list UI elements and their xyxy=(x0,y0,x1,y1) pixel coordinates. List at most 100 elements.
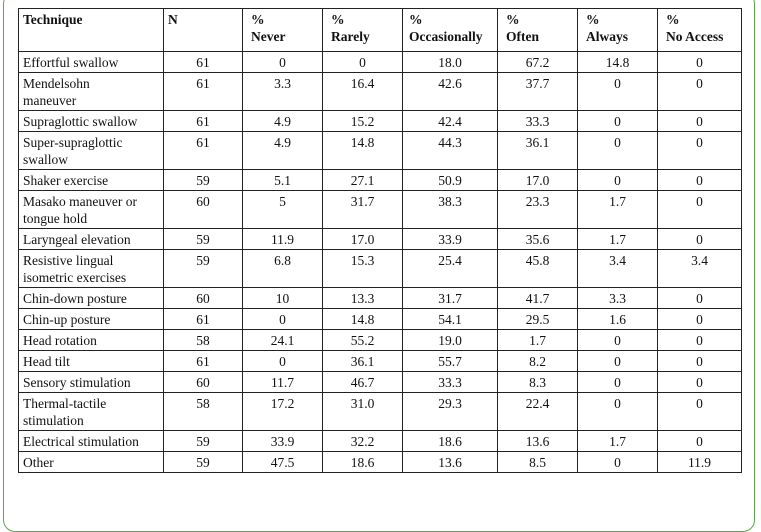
value-cell: 1.7 xyxy=(577,190,658,229)
technique-text: Head rotation xyxy=(23,333,97,348)
value-cell: 50.9 xyxy=(402,169,498,191)
header-text: % xyxy=(666,12,680,27)
value-cell: 60 xyxy=(163,190,243,229)
value-cell: 1.7 xyxy=(577,430,658,452)
value-cell: 35.6 xyxy=(497,228,578,250)
value-cell: 0 xyxy=(577,350,658,372)
column-header: % No Access xyxy=(657,8,742,52)
value-cell: 0 xyxy=(577,392,658,431)
technique-text: maneuver xyxy=(23,93,77,108)
table-row: Mendelsohn maneuver 61 3.3 16.4 42.6 37.7 0 0 xyxy=(18,72,742,111)
technique-cell: Shaker exercise xyxy=(18,169,164,191)
value-cell: 32.2 xyxy=(322,430,403,452)
header-text: % xyxy=(506,12,520,27)
header-text: Technique xyxy=(23,12,83,27)
value-cell: 17.0 xyxy=(322,228,403,250)
header-text: Never xyxy=(251,29,286,44)
value-cell: 11.9 xyxy=(657,451,742,473)
value-cell: 25.4 xyxy=(402,249,498,288)
technique-cell: Other xyxy=(18,451,164,473)
technique-cell: Sensory stimulation xyxy=(18,371,164,393)
value-cell: 17.0 xyxy=(497,169,578,191)
table-row: Laryngeal elevation 59 11.9 17.0 33.9 35.6 1.7… xyxy=(18,228,742,250)
value-cell: 5.1 xyxy=(242,169,323,191)
value-cell: 0 xyxy=(657,51,742,73)
value-cell: 44.3 xyxy=(402,131,498,170)
value-cell: 23.3 xyxy=(497,190,578,229)
technique-text: Electrical stimulation xyxy=(23,434,139,449)
value-cell: 55.7 xyxy=(402,350,498,372)
value-cell: 61 xyxy=(163,110,243,132)
value-cell: 31.7 xyxy=(402,287,498,309)
value-cell: 1.6 xyxy=(577,308,658,330)
value-cell: 18.6 xyxy=(322,451,403,473)
header-text: % xyxy=(251,12,265,27)
value-cell: 55.2 xyxy=(322,329,403,351)
column-header: % Often xyxy=(497,8,578,52)
value-cell: 0 xyxy=(577,72,658,111)
value-cell: 0 xyxy=(657,72,742,111)
value-cell: 59 xyxy=(163,169,243,191)
technique-text: Mendelsohn xyxy=(23,76,90,91)
column-header: Technique xyxy=(18,8,164,52)
value-cell: 33.9 xyxy=(402,228,498,250)
value-cell: 15.2 xyxy=(322,110,403,132)
technique-cell: Laryngeal elevation xyxy=(18,228,164,250)
technique-cell: Super-supraglottic swallow xyxy=(18,131,164,170)
value-cell: 0 xyxy=(657,371,742,393)
table-row: Sensory stimulation 60 11.7 46.7 33.3 8.3 0 0 xyxy=(18,371,742,393)
technique-text: Thermal-tactile xyxy=(23,396,107,411)
technique-cell: Resistive lingual isometric exercises xyxy=(18,249,164,288)
value-cell: 31.7 xyxy=(322,190,403,229)
header-text: Occasionally xyxy=(409,29,483,44)
technique-text: Supraglottic swallow xyxy=(23,114,138,129)
value-cell: 14.8 xyxy=(322,131,403,170)
value-cell: 59 xyxy=(163,451,243,473)
column-header: % Always xyxy=(577,8,658,52)
value-cell: 18.0 xyxy=(402,51,498,73)
value-cell: 13.6 xyxy=(497,430,578,452)
value-cell: 60 xyxy=(163,287,243,309)
technique-text: tongue hold xyxy=(23,211,88,226)
value-cell: 6.8 xyxy=(242,249,323,288)
value-cell: 45.8 xyxy=(497,249,578,288)
value-cell: 0 xyxy=(577,329,658,351)
header-text: % xyxy=(409,12,423,27)
technique-text: Chin-down posture xyxy=(23,291,127,306)
table-row: Effortful swallow 61 0 0 18.0 67.2 14.8 0 xyxy=(18,51,742,73)
value-cell: 61 xyxy=(163,72,243,111)
value-cell: 0 xyxy=(657,169,742,191)
technique-text: Effortful swallow xyxy=(23,55,119,70)
value-cell: 41.7 xyxy=(497,287,578,309)
technique-cell: Head tilt xyxy=(18,350,164,372)
value-cell: 46.7 xyxy=(322,371,403,393)
value-cell: 8.5 xyxy=(497,451,578,473)
value-cell: 61 xyxy=(163,308,243,330)
technique-text: Head tilt xyxy=(23,354,70,369)
value-cell: 37.7 xyxy=(497,72,578,111)
value-cell: 0 xyxy=(657,190,742,229)
value-cell: 3.4 xyxy=(577,249,658,288)
value-cell: 42.4 xyxy=(402,110,498,132)
value-cell: 13.6 xyxy=(402,451,498,473)
value-cell: 36.1 xyxy=(497,131,578,170)
value-cell: 18.6 xyxy=(402,430,498,452)
value-cell: 3.3 xyxy=(242,72,323,111)
value-cell: 22.4 xyxy=(497,392,578,431)
value-cell: 4.9 xyxy=(242,110,323,132)
value-cell: 14.8 xyxy=(577,51,658,73)
header-row: Technique N% Never% Rarely% Occasionally% Oft… xyxy=(18,8,742,52)
value-cell: 60 xyxy=(163,371,243,393)
technique-text: Other xyxy=(23,455,54,470)
table-row: Shaker exercise 59 5.1 27.1 50.9 17.0 0 0 xyxy=(18,169,742,191)
value-cell: 1.7 xyxy=(577,228,658,250)
value-cell: 36.1 xyxy=(322,350,403,372)
table-row: Super-supraglottic swallow 61 4.9 14.8 44.3 36… xyxy=(18,131,742,170)
column-header: % Never xyxy=(242,8,323,52)
table-row: Resistive lingual isometric exercises 59 6.… xyxy=(18,249,742,288)
table-row: Chin-down posture 60 10 13.3 31.7 41.7 3.3 0 xyxy=(18,287,742,309)
value-cell: 29.3 xyxy=(402,392,498,431)
technique-cell: Supraglottic swallow xyxy=(18,110,164,132)
value-cell: 0 xyxy=(242,51,323,73)
